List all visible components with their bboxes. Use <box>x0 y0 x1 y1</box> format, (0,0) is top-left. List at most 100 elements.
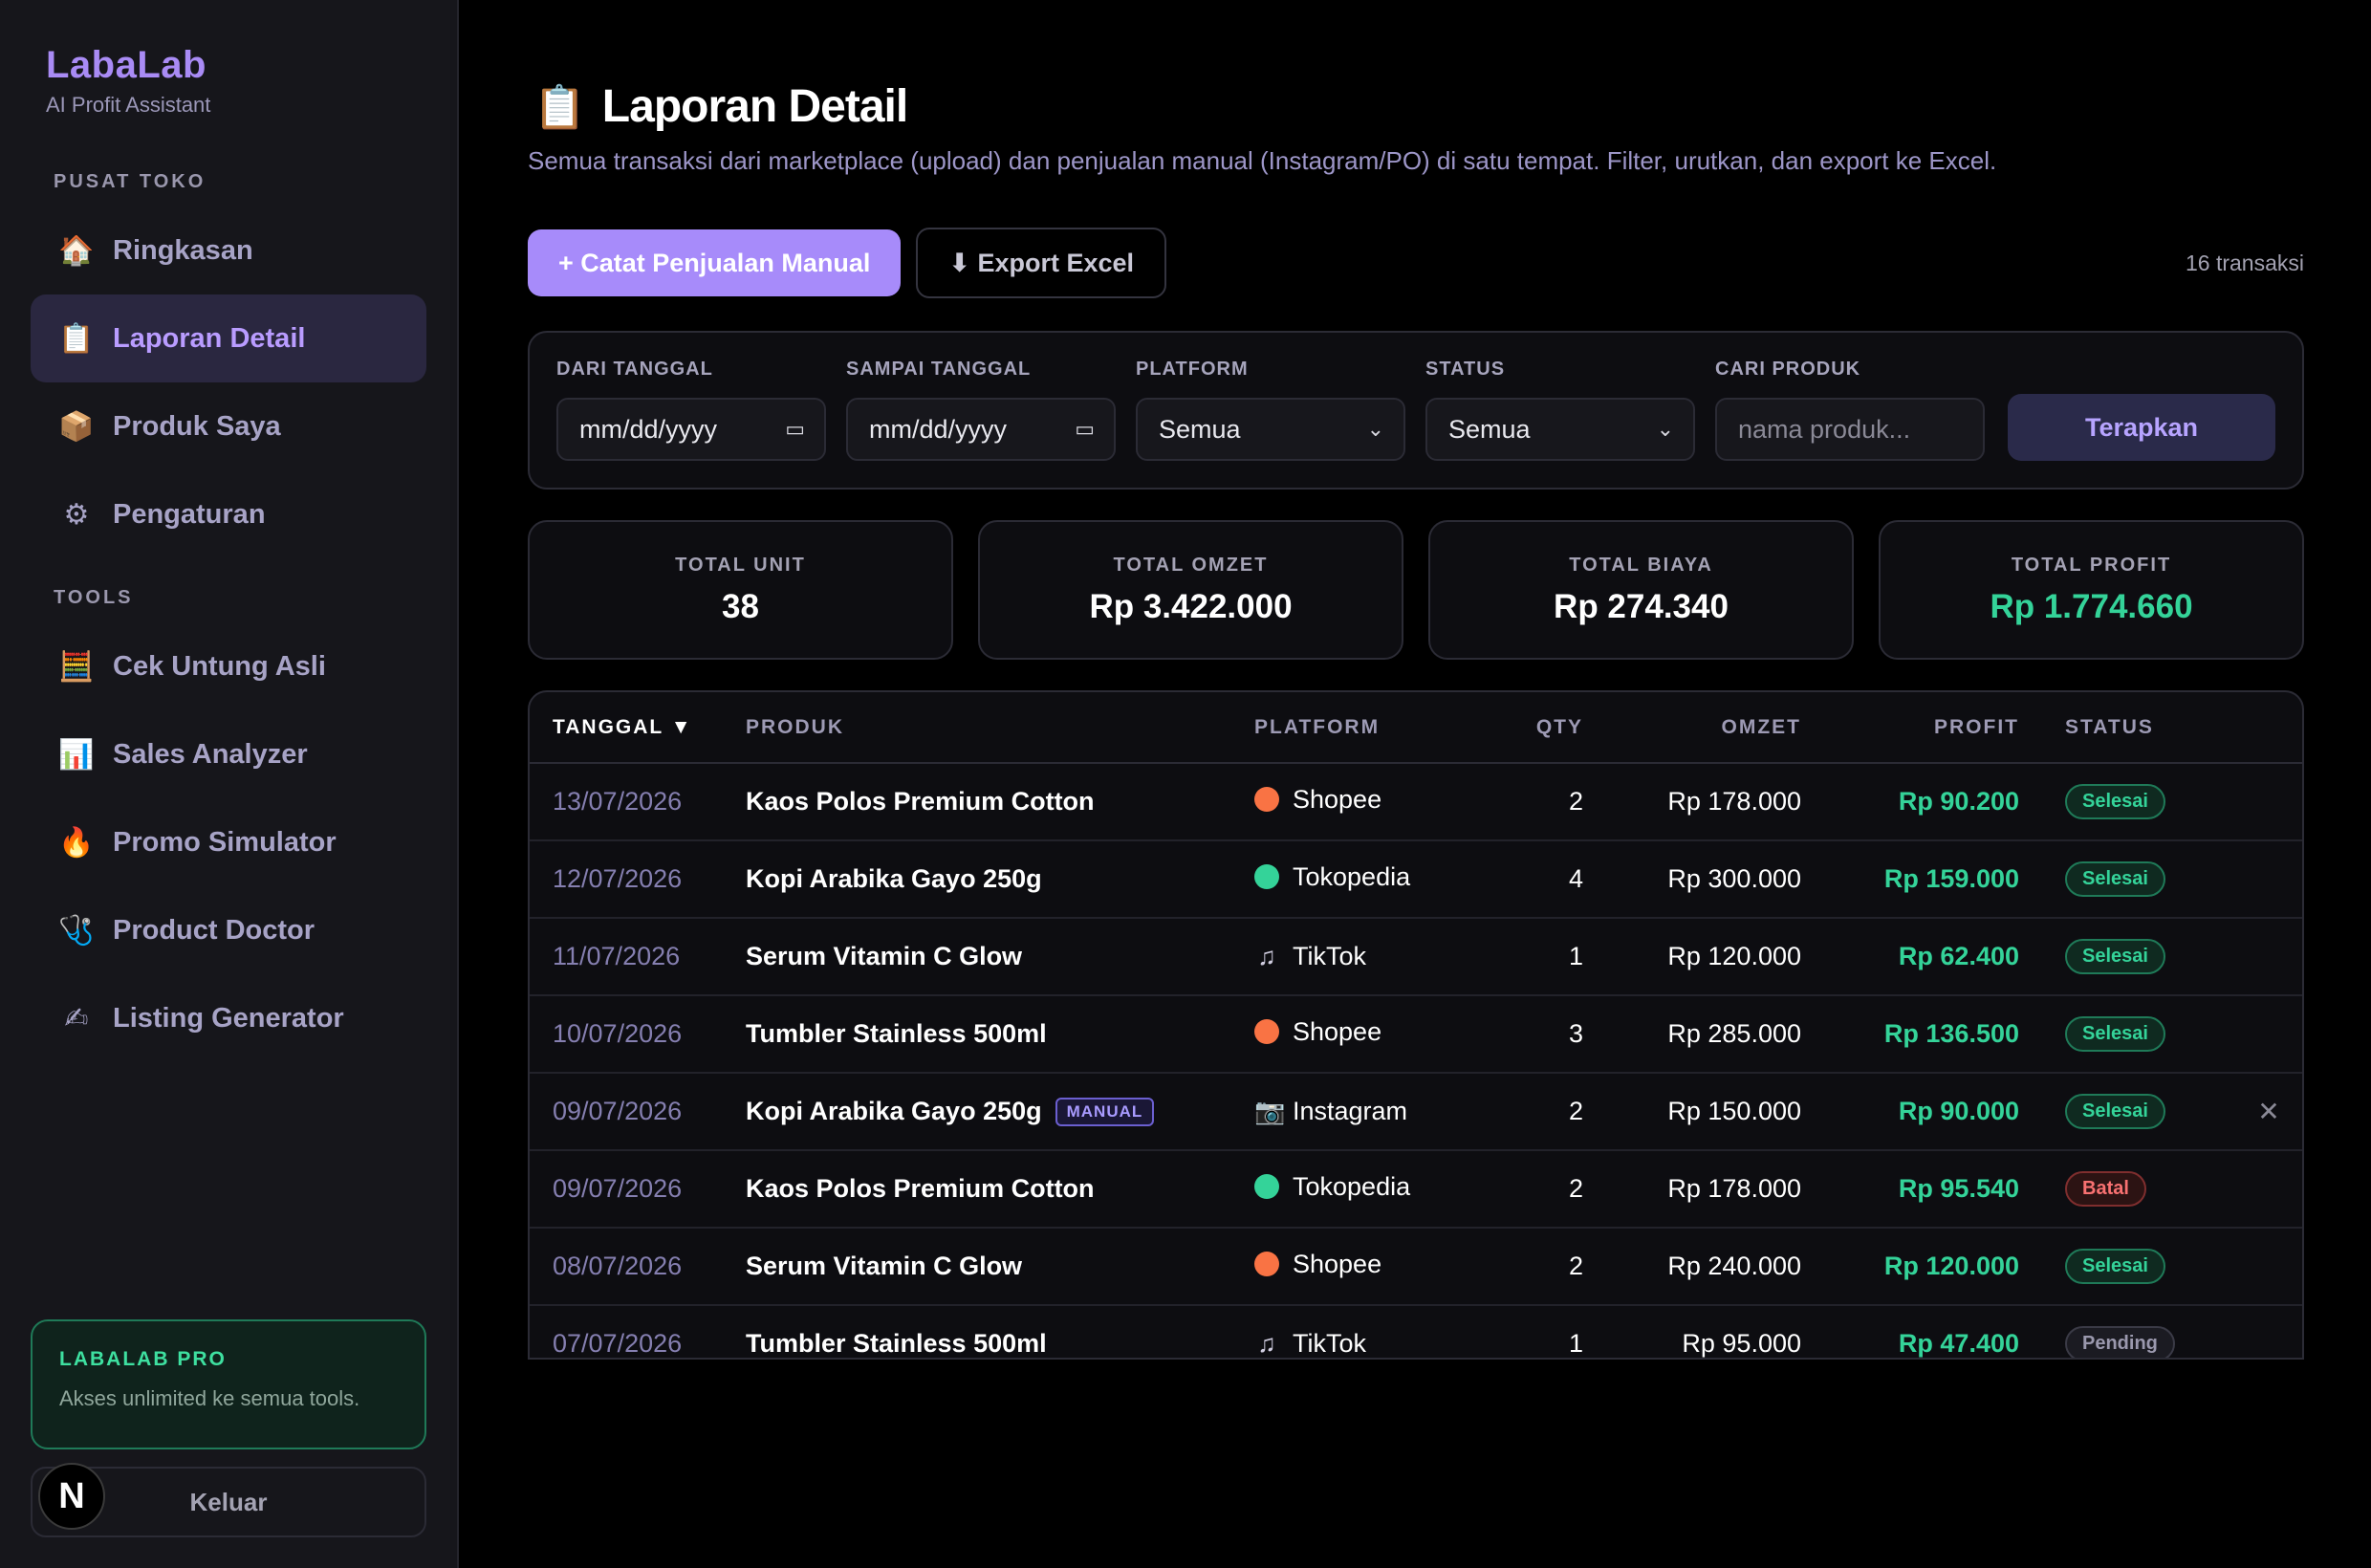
row-profit: Rp 90.000 <box>1898 1097 2019 1125</box>
chevron-down-icon: ⌄ <box>1366 417 1384 441</box>
row-profit: Rp 136.500 <box>1883 1019 2019 1048</box>
sidebar-tool-sales-analyzer[interactable]: 📊 Sales Analyzer <box>31 710 426 798</box>
stat-value: Rp 274.340 <box>1554 587 1729 625</box>
bar-chart-icon: 📊 <box>58 738 95 771</box>
calendar-icon[interactable]: ▭ <box>785 417 805 441</box>
nav-section-store: PUSAT TOKO <box>54 171 207 192</box>
row-date: 09/07/2026 <box>553 1097 683 1125</box>
table-row[interactable]: 07/07/2026 Tumbler Stainless 500ml ♫ TikTok… <box>530 1305 2302 1358</box>
sidebar-tool-product-doctor[interactable]: 🩺 Product Doctor <box>31 886 426 974</box>
stat-label: TOTAL OMZET <box>1113 554 1269 576</box>
table-row[interactable]: 09/07/2026 Kaos Polos Premium Cotton Tokop… <box>530 1150 2302 1228</box>
sidebar-tool-listing-generator[interactable]: ✍ Listing Generator <box>31 974 426 1062</box>
status-select[interactable]: Semua ⌄ <box>1425 398 1695 461</box>
row-qty: 2 <box>1568 1097 1583 1125</box>
gear-icon: ⚙ <box>63 498 90 531</box>
nav-item-label: Listing Generator <box>113 1002 344 1034</box>
sidebar-tool-promo-simulator[interactable]: 🔥 Promo Simulator <box>31 798 426 886</box>
row-date: 10/07/2026 <box>553 1019 683 1048</box>
from-date-input[interactable]: mm/dd/yyyy ▭ <box>556 398 826 461</box>
search-label: CARI PRODUK <box>1715 359 1861 380</box>
main-content: 📋 Laporan Detail Semua transaksi dari ma… <box>459 0 2371 1568</box>
clipboard-icon: 📋 <box>58 322 95 355</box>
music-note-icon: ♫ <box>1257 1329 1276 1358</box>
tokopedia-dot-icon <box>1254 864 1279 890</box>
row-qty: 3 <box>1568 1019 1583 1048</box>
stethoscope-icon: 🩺 <box>58 914 95 947</box>
row-profit: Rp 95.540 <box>1898 1174 2019 1203</box>
row-date: 07/07/2026 <box>553 1329 683 1358</box>
row-product: Serum Vitamin C Glow <box>746 1252 1023 1280</box>
row-omzet: Rp 285.000 <box>1667 1019 1801 1048</box>
platform-label: Shopee <box>1254 785 1381 815</box>
abacus-icon: 🧮 <box>58 650 95 683</box>
status-badge: Selesai <box>2065 1016 2165 1052</box>
avatar[interactable]: N <box>38 1463 105 1530</box>
row-qty: 1 <box>1568 1329 1583 1358</box>
fire-icon: 🔥 <box>58 826 95 859</box>
status-badge: Selesai <box>2065 1249 2165 1284</box>
add-manual-sale-button[interactable]: + Catat Penjualan Manual <box>528 229 902 296</box>
sidebar-tool-cek-untung-asli[interactable]: 🧮 Cek Untung Asli <box>31 622 426 710</box>
table-row[interactable]: 10/07/2026 Tumbler Stainless 500ml Shopee 3… <box>530 995 2302 1073</box>
brand-name: LabaLab <box>46 44 207 86</box>
row-product: Tumbler Stainless 500ml <box>746 1019 1047 1048</box>
column-profit: PROFIT <box>1934 715 2019 738</box>
row-profit: Rp 159.000 <box>1883 864 2019 893</box>
row-platform: Instagram <box>1293 1097 1408 1125</box>
writing-hand-icon: ✍ <box>64 1002 89 1034</box>
tokopedia-dot-icon <box>1254 1174 1279 1200</box>
sidebar-item-ringkasan[interactable]: 🏠 Ringkasan <box>31 207 426 294</box>
sidebar-item-produk-saya[interactable]: 📦 Produk Saya <box>31 382 426 470</box>
column-product: PRODUK <box>746 715 845 738</box>
logout-button[interactable]: Keluar <box>31 1467 426 1537</box>
row-omzet: Rp 95.000 <box>1682 1329 1801 1358</box>
manual-badge: MANUAL <box>1055 1098 1155 1127</box>
column-date-sort[interactable]: TANGGAL ▼ <box>553 715 693 738</box>
to-date-input[interactable]: mm/dd/yyyy ▭ <box>846 398 1116 461</box>
house-icon: 🏠 <box>58 234 95 267</box>
row-platform-cell: Tokopedia <box>1254 1150 1491 1228</box>
column-omzet: OMZET <box>1721 715 1801 738</box>
pro-promo-card[interactable]: LABALAB PRO Akses unlimited ke semua too… <box>31 1319 426 1449</box>
stat-value: Rp 1.774.660 <box>1990 587 2193 625</box>
filter-bar: DARI TANGGAL mm/dd/yyyy ▭ SAMPAI TANGGAL… <box>528 331 2304 490</box>
filter-status: STATUS Semua ⌄ <box>1425 359 1695 461</box>
calendar-icon[interactable]: ▭ <box>1075 417 1095 441</box>
toolbar: + Catat Penjualan Manual ⬇ Export Excel … <box>528 228 2304 298</box>
table-row[interactable]: 11/07/2026 Serum Vitamin C Glow ♫ TikTok 1 Rp… <box>530 918 2302 995</box>
row-platform-cell: ♫ TikTok <box>1254 1305 1491 1358</box>
row-date: 11/07/2026 <box>553 942 681 970</box>
delete-row-icon[interactable]: ✕ <box>2257 1097 2280 1126</box>
row-profit: Rp 62.400 <box>1898 942 2019 970</box>
table-header-row: TANGGAL ▼ PRODUK PLATFORM QTY OMZET PROF… <box>530 692 2302 763</box>
table-row[interactable]: 13/07/2026 Kaos Polos Premium Cotton Shope… <box>530 763 2302 840</box>
row-date: 08/07/2026 <box>553 1252 683 1280</box>
product-search-input[interactable]: nama produk... <box>1715 398 1985 461</box>
row-platform-cell: 📷 Instagram <box>1254 1073 1491 1150</box>
status-badge: Selesai <box>2065 939 2165 974</box>
row-actions <box>2235 1305 2302 1358</box>
music-note-icon: ♫ <box>1257 942 1276 970</box>
export-excel-button[interactable]: ⬇ Export Excel <box>916 228 1167 298</box>
platform-select[interactable]: Semua ⌄ <box>1136 398 1405 461</box>
row-platform: Tokopedia <box>1293 1171 1411 1201</box>
from-date-value: mm/dd/yyyy <box>579 414 718 444</box>
row-status-cell: Selesai <box>2019 995 2235 1073</box>
row-product-cell: Tumbler Stainless 500ml <box>746 995 1254 1073</box>
status-badge: Selesai <box>2065 1094 2165 1129</box>
row-status-cell: Pending <box>2019 1305 2235 1358</box>
apply-filter-button[interactable]: Terapkan <box>2008 394 2275 461</box>
table-row[interactable]: 08/07/2026 Serum Vitamin C Glow Shopee 2 Rp … <box>530 1228 2302 1305</box>
row-omzet: Rp 120.000 <box>1667 942 1801 970</box>
sidebar-item-laporan-detail[interactable]: 📋 Laporan Detail <box>31 294 426 382</box>
nav-item-label: Laporan Detail <box>113 322 306 354</box>
page-title: Laporan Detail <box>601 81 908 132</box>
search-placeholder: nama produk... <box>1738 414 1911 444</box>
package-icon: 📦 <box>58 410 95 443</box>
sidebar-item-pengaturan[interactable]: ⚙ Pengaturan <box>31 470 426 558</box>
row-product-cell: Serum Vitamin C Glow <box>746 1228 1254 1305</box>
column-platform: PLATFORM <box>1254 715 1381 738</box>
table-row[interactable]: 12/07/2026 Kopi Arabika Gayo 250g Tokopedi… <box>530 840 2302 918</box>
table-row[interactable]: 09/07/2026 Kopi Arabika Gayo 250g MANUAL 📷 I… <box>530 1073 2302 1150</box>
